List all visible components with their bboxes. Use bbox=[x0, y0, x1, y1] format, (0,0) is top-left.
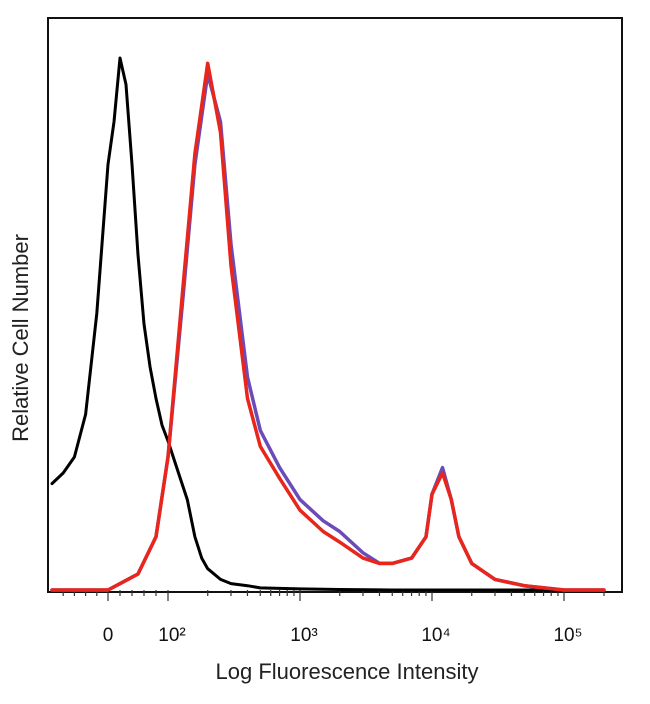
x-tick-label: 10² bbox=[158, 625, 185, 646]
x-tick-label: 10⁴ bbox=[421, 625, 450, 646]
x-tick-label: 10⁵ bbox=[553, 625, 582, 646]
series-layer bbox=[50, 56, 606, 592]
x-axis-title: Log Fluorescence Intensity bbox=[216, 659, 479, 684]
x-tick-label: 10³ bbox=[290, 625, 317, 646]
histogram-series-2 bbox=[50, 61, 606, 592]
x-tick-labels: 0 10² 10³ 10⁴ 10⁵ bbox=[103, 625, 583, 646]
plot-frame bbox=[47, 17, 623, 593]
histogram-series-0 bbox=[50, 56, 606, 592]
y-axis-title: Relative Cell Number bbox=[8, 234, 33, 442]
x-tick-label: 0 bbox=[103, 625, 114, 646]
